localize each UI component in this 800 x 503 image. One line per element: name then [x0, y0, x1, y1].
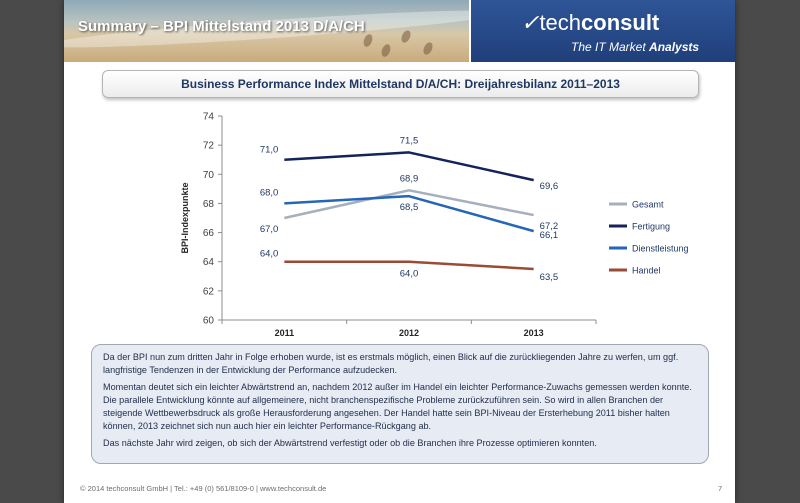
data-label: 71,5 — [400, 135, 419, 146]
summary-text-box: Da der BPI nun zum dritten Jahr in Folge… — [91, 344, 709, 464]
page-number: 7 — [718, 484, 723, 493]
data-label: 67,0 — [260, 224, 279, 235]
footprint-shape — [380, 43, 392, 58]
data-label: 63,5 — [540, 272, 559, 283]
summary-paragraph: Das nächste Jahr wird zeigen, ob sich de… — [103, 438, 597, 448]
summary-paragraph: Momentan deutet sich ein leichter Abwärt… — [103, 382, 692, 431]
footprint-shape — [421, 40, 435, 57]
y-tick-label: 60 — [203, 316, 215, 327]
y-tick-label: 64 — [203, 257, 215, 268]
data-label: 71,0 — [260, 145, 279, 156]
summary-paragraph: Da der BPI nun zum dritten Jahr in Folge… — [103, 352, 679, 375]
x-tick-label: 2012 — [399, 328, 419, 338]
data-label: 64,0 — [400, 269, 419, 280]
y-tick-label: 62 — [203, 286, 215, 297]
header-beach-photo: Summary – BPI Mittelstand 2013 D/A/CH — [64, 0, 469, 62]
series-line-gesamt — [284, 189, 534, 220]
data-label: 68,5 — [400, 202, 419, 213]
y-tick-label: 66 — [203, 228, 215, 239]
data-label: 66,1 — [540, 230, 559, 241]
y-tick-label: 70 — [203, 170, 215, 181]
brand-tagline: The IT Market Analysts — [571, 40, 699, 54]
series-line-handel — [284, 260, 534, 271]
logo-suffix: consult — [581, 10, 660, 35]
legend-entry: Dienstleistung — [632, 244, 689, 254]
series-line-dienstleistung — [284, 194, 535, 233]
y-axis-label: BPI-Indexpunkte — [180, 182, 190, 253]
data-label: 69,6 — [540, 181, 559, 192]
series-line-fertigung — [284, 151, 534, 182]
chart-subtitle: Business Performance Index Mittelstand D… — [102, 70, 699, 98]
bpi-line-chart: 60 62 64 66 68 70 72 74 2011 2012 2013 BPI-Indexpun… — [180, 112, 689, 339]
legend-entry: Handel — [632, 266, 661, 276]
legend-entry: Gesamt — [632, 200, 664, 210]
slide: Summary – BPI Mittelstand 2013 D/A/CH ✓t… — [64, 0, 735, 503]
brand-banner: ✓techconsult The IT Market Analysts — [471, 0, 735, 62]
y-tick-label: 74 — [203, 112, 215, 123]
legend-entry: Fertigung — [632, 222, 670, 232]
footprint-shape — [399, 28, 413, 45]
tagline-prefix: The IT Market — [571, 40, 650, 54]
x-tick-label: 2013 — [524, 328, 544, 338]
data-label: 68,9 — [400, 173, 419, 184]
page-title: Summary – BPI Mittelstand 2013 D/A/CH — [78, 18, 365, 35]
tagline-bold: Analysts — [649, 40, 700, 54]
footprint-shape — [362, 33, 374, 48]
y-tick-label: 72 — [203, 141, 215, 152]
logo-prefix: tech — [539, 10, 582, 35]
footer: © 2014 techconsult GmbH | Tel.: +49 (0) … — [80, 484, 327, 493]
data-label: 64,0 — [260, 249, 279, 260]
techconsult-logo: ✓techconsult — [521, 10, 659, 36]
x-tick-label: 2011 — [275, 328, 295, 338]
logo-mark-icon: ✓ — [521, 10, 540, 35]
data-label: 68,0 — [260, 187, 279, 198]
y-tick-label: 68 — [203, 199, 215, 210]
data-label: 67,2 — [540, 221, 559, 232]
